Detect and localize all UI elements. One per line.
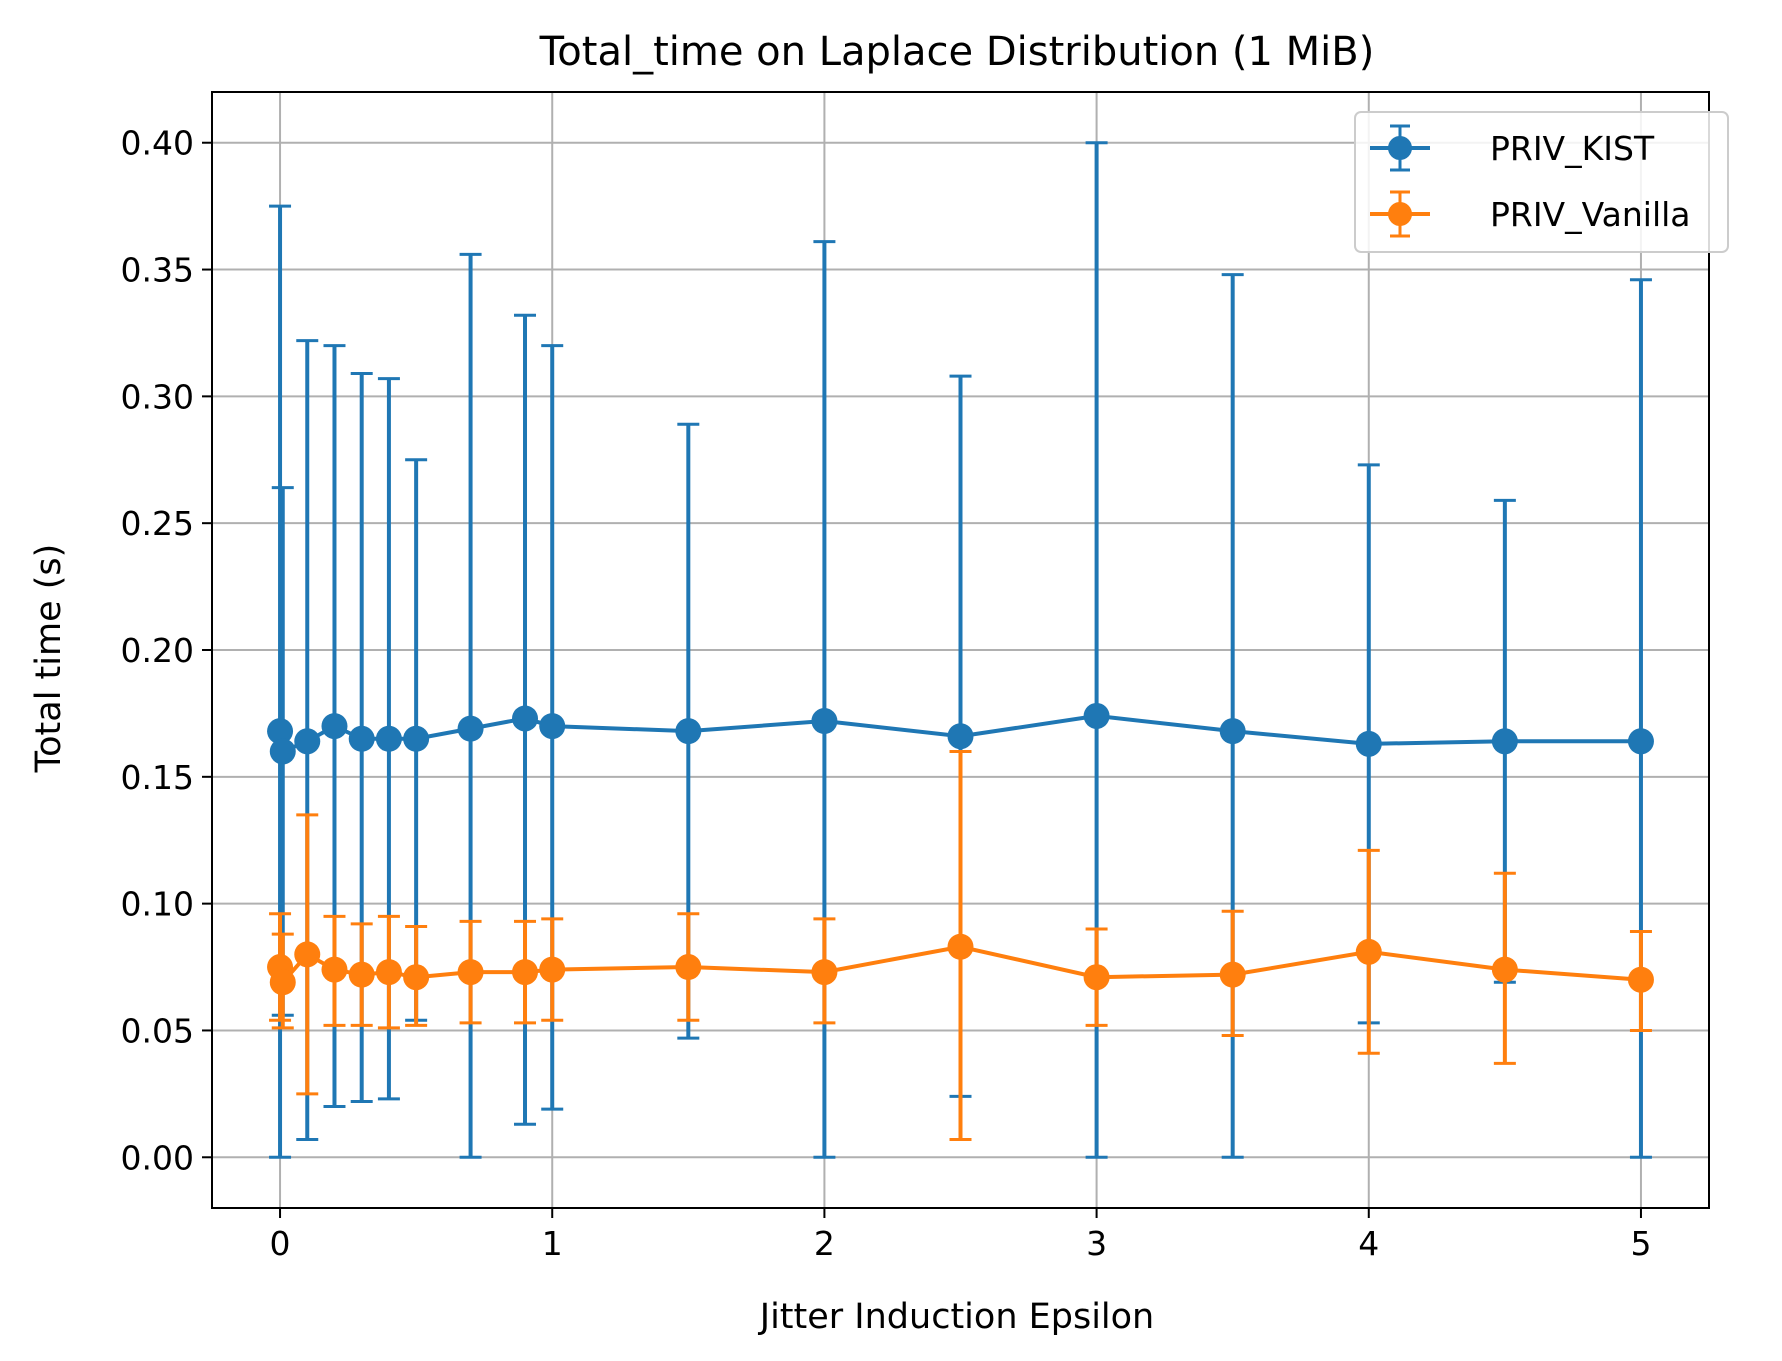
data-point [1219, 961, 1246, 988]
data-point [294, 728, 321, 755]
data-point [1219, 718, 1246, 745]
legend-label: PRIV_Vanilla [1490, 195, 1691, 234]
plot-data [267, 141, 1654, 1159]
data-point [1083, 964, 1110, 991]
data-point [1627, 728, 1654, 755]
legend: PRIV_KIST PRIV_Vanilla [1354, 111, 1729, 253]
data-point [947, 723, 974, 750]
data-point [348, 725, 375, 752]
y-tick-label: 0.30 [121, 377, 194, 416]
data-point [512, 705, 539, 732]
data-point [375, 725, 402, 752]
y-tick-label: 0.20 [121, 631, 194, 670]
data-point [1083, 702, 1110, 729]
data-point [1491, 956, 1518, 983]
x-tick-label: 5 [1630, 1224, 1651, 1263]
data-point [539, 956, 566, 983]
data-point [269, 969, 296, 996]
data-point [403, 725, 430, 752]
data-point [321, 713, 348, 740]
y-axis-label: Total time (s) [29, 544, 69, 774]
data-point [947, 933, 974, 960]
x-tick-label: 3 [1086, 1224, 1107, 1263]
x-tick-label: 2 [814, 1224, 835, 1263]
legend-box [1354, 111, 1729, 253]
legend-entry-PRIV_Vanilla: PRIV_Vanilla [1370, 190, 1691, 238]
data-point [512, 959, 539, 986]
y-tick-label: 0.10 [121, 885, 194, 924]
data-point [267, 718, 294, 745]
series-PRIV_Vanilla [267, 749, 1654, 1142]
x-axis-label: Jitter Induction Epsilon [758, 1297, 1154, 1337]
data-point [375, 959, 402, 986]
chart-title: Total_time on Laplace Distribution (1 Mi… [539, 29, 1375, 75]
y-tick-label: 0.00 [121, 1138, 194, 1177]
legend-marker [1388, 202, 1412, 226]
data-point [457, 959, 484, 986]
x-tick-label: 1 [542, 1224, 563, 1263]
axis-ticks: 0 1 2 3 4 5 0.00 0.05 0.10 0.15 0.20 0.25 0.30 0.35 0.… [121, 124, 1652, 1263]
x-tick-label: 0 [270, 1224, 291, 1263]
data-point [294, 941, 321, 968]
data-point [348, 961, 375, 988]
data-point [1355, 730, 1382, 757]
data-point [321, 956, 348, 983]
legend-marker [1388, 136, 1412, 160]
legend-label: PRIV_KIST [1490, 129, 1655, 168]
data-point [675, 718, 702, 745]
y-tick-label: 0.35 [121, 251, 194, 290]
data-point [1491, 728, 1518, 755]
data-point [1627, 966, 1654, 993]
y-tick-label: 0.40 [121, 124, 194, 163]
data-point [457, 715, 484, 742]
data-point [269, 738, 296, 765]
data-point [811, 959, 838, 986]
x-tick-label: 4 [1358, 1224, 1379, 1263]
data-point [675, 954, 702, 981]
data-point [811, 708, 838, 735]
y-tick-label: 0.15 [121, 758, 194, 797]
y-tick-label: 0.25 [121, 504, 194, 543]
data-point [539, 713, 566, 740]
y-tick-label: 0.05 [121, 1011, 194, 1050]
data-point [403, 964, 430, 991]
legend-entry-PRIV_KIST: PRIV_KIST [1370, 124, 1655, 172]
data-point [1355, 938, 1382, 965]
